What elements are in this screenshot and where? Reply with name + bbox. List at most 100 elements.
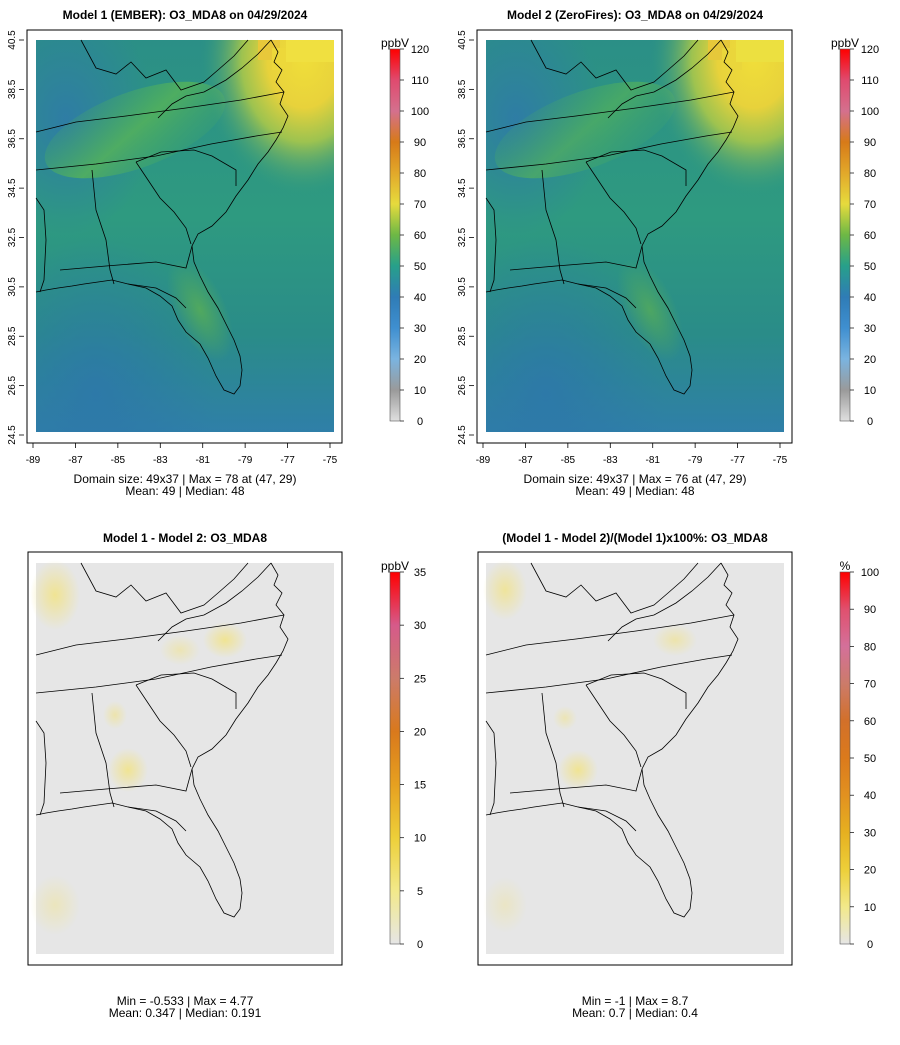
panel3-diff-blob-nw <box>30 560 80 630</box>
map-boundary-line <box>91 169 115 285</box>
map-boundary-line <box>127 283 187 309</box>
map-boundary-line <box>80 562 249 614</box>
x-tick-label: -89 <box>26 455 41 466</box>
map-boundary-line <box>157 39 272 119</box>
colorbar-tick-label: 80 <box>414 168 426 180</box>
colorbar-tick-label: 60 <box>864 716 876 728</box>
map-boundary-line <box>35 720 47 816</box>
colorbar-tick-label: 0 <box>417 416 423 428</box>
colorbar-tick-label: 50 <box>414 261 426 273</box>
panel4-pct-blob-nw <box>483 560 527 620</box>
y-tick-label: 26.5 <box>7 375 18 395</box>
panel3-diff-blob-ga2 <box>103 701 127 729</box>
x-tick-label: -85 <box>561 455 576 466</box>
colorbar-tick-label: 20 <box>864 354 876 366</box>
panel2-title: Model 2 (ZeroFires): O3_MDA8 on 04/29/20… <box>507 8 763 22</box>
map-boundary-line <box>35 91 285 133</box>
x-tick-label: -81 <box>195 455 210 466</box>
colorbar-tick-label: 35 <box>414 567 426 579</box>
panel3-title: Model 1 - Model 2: O3_MDA8 <box>103 531 267 545</box>
colorbar-tick-label: 10 <box>864 902 876 914</box>
map-boundary-line <box>485 654 733 694</box>
colorbar-tick-label: 15 <box>414 780 426 792</box>
y-tick-label: 34.5 <box>457 178 468 198</box>
map-boundary-line <box>530 562 699 614</box>
map-boundary-line <box>35 197 47 293</box>
panel-percent-difference: (Model 1 - Model 2)/(Model 1)x100%: O3_M… <box>477 531 879 1020</box>
y-tick-label: 32.5 <box>457 227 468 247</box>
map-boundary-line <box>585 672 687 709</box>
panel1-hot-cell-c <box>286 40 334 62</box>
colorbar-tick-label: 100 <box>411 106 429 118</box>
colorbar-tick-label: 10 <box>864 385 876 397</box>
colorbar-tick-label: 90 <box>414 137 426 149</box>
panel3-colorbar-ramp <box>389 571 401 945</box>
y-tick-label: 36.5 <box>457 129 468 149</box>
x-tick-label: -75 <box>773 455 788 466</box>
y-tick-label: 30.5 <box>457 277 468 297</box>
colorbar-tick-label: 30 <box>414 620 426 632</box>
panel4-pct-blob-ga2 <box>553 706 577 730</box>
panel4-stats-line1: Min = -1 | Max = 8.7 <box>582 994 689 1008</box>
colorbar-tick-label: 20 <box>864 865 876 877</box>
colorbar-tick-label: 10 <box>414 833 426 845</box>
panel3-colorbar-ticks: 0 5 10 15 20 25 30 35 <box>400 567 426 951</box>
map-boundary-line <box>80 39 249 91</box>
y-tick-label: 34.5 <box>7 178 18 198</box>
panel4-colorbar-unit: % <box>840 559 851 573</box>
map-boundary-line <box>509 245 643 271</box>
panel2-field <box>486 40 784 432</box>
colorbar-tick-label: 90 <box>864 137 876 149</box>
panel1-y-axis: 24.5 26.5 28.5 30.5 32.5 34.5 36.5 38.5 40.5 <box>7 30 24 445</box>
panel3-stats-line2: Mean: 0.347 | Median: 0.191 <box>109 1006 262 1020</box>
map-boundary-line <box>607 562 722 642</box>
colorbar-tick-label: 110 <box>861 75 879 87</box>
colorbar-tick-label: 70 <box>864 199 876 211</box>
y-tick-label: 24.5 <box>457 425 468 445</box>
map-boundary-line <box>485 39 739 395</box>
colorbar-tick-label: 25 <box>414 673 426 685</box>
x-tick-label: -81 <box>645 455 660 466</box>
colorbar-tick-label: 40 <box>864 292 876 304</box>
panel4-pct-blob-nc <box>653 624 697 656</box>
x-tick-label: -79 <box>688 455 703 466</box>
map-boundary-line <box>485 91 735 133</box>
colorbar-tick-label: 10 <box>414 385 426 397</box>
colorbar-tick-label: 80 <box>864 168 876 180</box>
colorbar-tick-label: 120 <box>411 44 429 56</box>
y-tick-label: 40.5 <box>7 30 18 50</box>
map-boundary-line <box>541 692 565 808</box>
panel2-hot-cell-c <box>736 40 784 62</box>
panel1-title: Model 1 (EMBER): O3_MDA8 on 04/29/2024 <box>63 8 308 22</box>
panel2-colorbar-ramp <box>839 48 851 422</box>
panel2-x-axis: -89 -87 -85 -83 -81 -79 -77 -75 <box>476 443 788 466</box>
panel3-diff-blob-ga <box>108 748 148 792</box>
map-boundary-line <box>485 562 739 918</box>
y-tick-label: 32.5 <box>7 227 18 247</box>
panel3-map-outline <box>35 562 289 918</box>
colorbar-tick-label: 30 <box>414 323 426 335</box>
panel1-x-axis: -89 -87 -85 -83 -81 -79 -77 -75 <box>26 443 338 466</box>
colorbar-tick-label: 40 <box>414 292 426 304</box>
colorbar-tick-label: 110 <box>411 75 429 87</box>
panel3-field-base <box>36 563 334 954</box>
map-boundary-line <box>135 149 237 186</box>
map-boundary-line <box>35 614 285 656</box>
y-tick-label: 38.5 <box>457 79 468 99</box>
colorbar-tick-label: 40 <box>864 790 876 802</box>
panel4-pct-blob-sw <box>483 877 527 933</box>
map-boundary-line <box>135 161 192 245</box>
panel2-y-axis: 24.5 26.5 28.5 30.5 32.5 34.5 36.5 38.5 40.5 <box>457 30 474 445</box>
map-boundary-line <box>135 672 237 709</box>
x-tick-label: -77 <box>280 455 295 466</box>
panel2-colorbar-unit: ppbV <box>831 36 859 50</box>
x-tick-label: -87 <box>518 455 533 466</box>
x-tick-label: -79 <box>238 455 253 466</box>
y-tick-label: 40.5 <box>457 30 468 50</box>
x-tick-label: -87 <box>68 455 83 466</box>
x-tick-label: -85 <box>111 455 126 466</box>
map-boundary-line <box>59 245 193 271</box>
colorbar-tick-label: 100 <box>861 567 879 579</box>
colorbar-tick-label: 50 <box>864 261 876 273</box>
